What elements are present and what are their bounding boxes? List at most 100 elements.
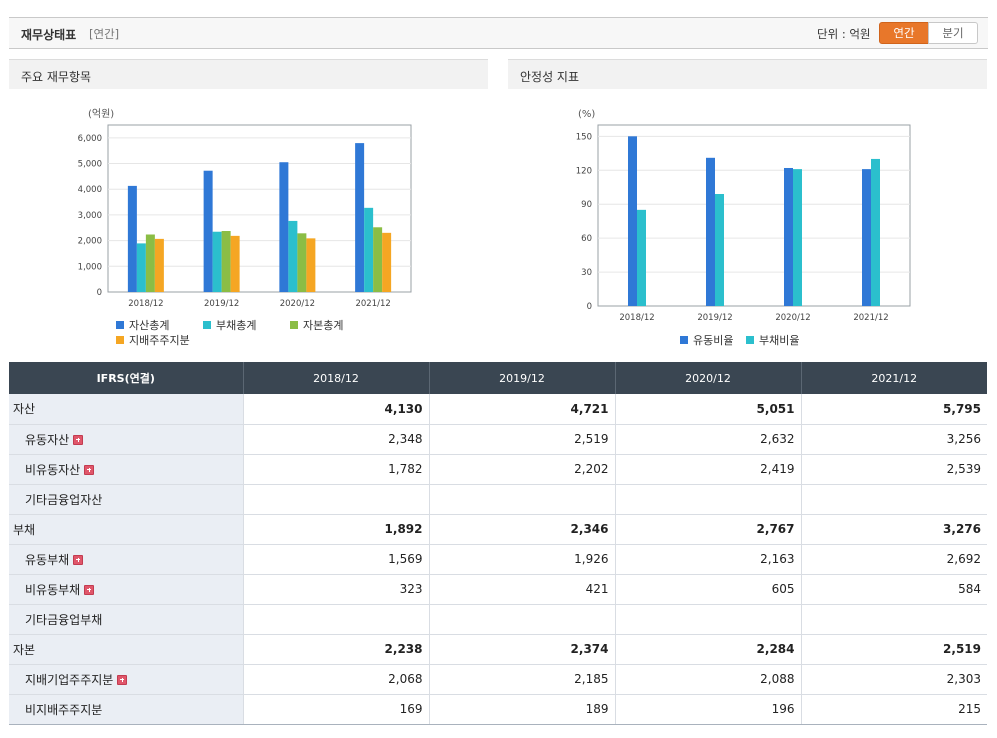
cell: 4,130 — [242, 394, 429, 425]
expand-plus-icon[interactable] — [84, 584, 95, 595]
row-label-text: 자본 — [13, 642, 36, 657]
x-tick-label: 2018/12 — [619, 313, 654, 323]
cell: 323 — [242, 574, 429, 605]
cell — [242, 484, 429, 515]
row-label: 기타금융업부채 — [9, 604, 243, 635]
period-toggle: 연간 분기 — [879, 22, 979, 44]
x-tick-label: 2018/12 — [128, 299, 163, 309]
stability-chart: (%) 0 30 60 90 120 150 2018/12 2019/12 2020/12 202… — [576, 109, 911, 347]
row-controlling-interest: 지배기업주주지분 2,068 2,185 2,088 2,303 — [9, 664, 987, 695]
cell: 2,692 — [800, 544, 987, 575]
header-2019: 2019/12 — [428, 362, 615, 394]
expand-plus-icon[interactable] — [73, 554, 84, 565]
cell: 584 — [800, 574, 987, 605]
panel-title: 주요 재무항목 — [21, 70, 92, 84]
cell — [800, 604, 987, 635]
bar — [784, 167, 793, 306]
bar — [288, 220, 298, 292]
stability-panel: 안정성 지표 (%) 0 30 60 90 120 150 2018/12 2019/12 202… — [508, 59, 987, 361]
x-tick-label: 2021/12 — [355, 299, 390, 309]
quarter-button[interactable]: 분기 — [928, 22, 978, 44]
bar — [373, 227, 383, 292]
bar — [862, 169, 871, 306]
legend-swatch — [116, 336, 124, 344]
y-tick-label: 90 — [581, 200, 592, 210]
cell: 2,419 — [614, 454, 801, 485]
row-label: 지배기업주주지분 — [9, 664, 243, 695]
cell: 2,346 — [428, 514, 615, 545]
x-tick-label: 2020/12 — [280, 299, 315, 309]
plot-area — [597, 124, 911, 307]
period-label: [연간] — [89, 27, 120, 41]
cell — [242, 604, 429, 635]
cell: 2,068 — [242, 664, 429, 695]
y-tick-label: 30 — [581, 268, 592, 278]
bar — [145, 234, 155, 292]
bar — [230, 235, 240, 292]
row-label-text: 기타금융업자산 — [25, 492, 103, 507]
bar — [871, 158, 880, 306]
legend-swatch — [746, 336, 754, 344]
row-noncurrent-liabilities: 비유동부채 323 421 605 584 — [9, 574, 987, 605]
cell: 196 — [614, 694, 801, 725]
expand-plus-icon[interactable] — [84, 464, 95, 475]
legend-label: 지배주주지분 — [129, 334, 190, 347]
cell: 5,051 — [614, 394, 801, 425]
bar — [297, 233, 307, 292]
expand-plus-icon[interactable] — [73, 434, 84, 445]
cell: 5,795 — [800, 394, 987, 425]
header-2018: 2018/12 — [242, 362, 429, 394]
expand-plus-icon[interactable] — [117, 674, 128, 685]
row-label-text: 기타금융업부채 — [25, 612, 103, 627]
row-equity: 자본 2,238 2,374 2,284 2,519 — [9, 634, 987, 665]
cell: 3,276 — [800, 514, 987, 545]
bar — [715, 194, 724, 306]
row-label: 비지배주주지분 — [9, 694, 243, 725]
legend-label: 자산총계 — [129, 319, 169, 332]
row-label-text: 비유동부채 — [25, 582, 81, 597]
cell: 2,539 — [800, 454, 987, 485]
x-tick-label: 2020/12 — [775, 313, 810, 323]
y-tick-label: 2,000 — [78, 237, 102, 247]
cell: 1,926 — [428, 544, 615, 575]
y-tick-label: 5,000 — [78, 160, 102, 170]
cell: 2,163 — [614, 544, 801, 575]
row-label-text: 부채 — [13, 522, 36, 537]
bar — [136, 243, 146, 292]
x-tick-label: 2019/12 — [697, 313, 732, 323]
cell: 1,782 — [242, 454, 429, 485]
cell: 2,284 — [614, 634, 801, 665]
cell: 2,238 — [242, 634, 429, 665]
y-tick-label: 120 — [576, 166, 592, 176]
bar — [364, 207, 374, 292]
row-noncontrolling-interest: 비지배주주지분 169 189 196 215 — [9, 694, 987, 725]
bar — [306, 238, 316, 292]
y-tick-label: 150 — [576, 132, 592, 142]
cell: 2,303 — [800, 664, 987, 695]
cell: 1,892 — [242, 514, 429, 545]
bar — [279, 162, 289, 292]
cell: 4,721 — [428, 394, 615, 425]
row-label-text: 자산 — [13, 402, 36, 417]
bar — [154, 238, 164, 292]
row-label: 부채 — [9, 514, 243, 545]
cell: 2,374 — [428, 634, 615, 665]
annual-button[interactable]: 연간 — [879, 22, 929, 44]
row-label: 기타금융업자산 — [9, 484, 243, 515]
row-label: 유동부채 — [9, 544, 243, 575]
cell: 215 — [800, 694, 987, 725]
legend-swatch — [290, 321, 298, 329]
bar — [127, 185, 137, 292]
row-current-liabilities: 유동부채 1,569 1,926 2,163 2,692 — [9, 544, 987, 575]
row-label: 비유동부채 — [9, 574, 243, 605]
bar — [221, 231, 231, 292]
y-tick-label: 6,000 — [78, 134, 102, 144]
table-header-row: IFRS(연결) 2018/12 2019/12 2020/12 2021/12 — [9, 362, 987, 394]
row-label: 비유동자산 — [9, 454, 243, 485]
y-tick-label: 3,000 — [78, 211, 102, 221]
row-other-financial-liabilities: 기타금융업부채 — [9, 604, 987, 635]
x-tick-label: 2021/12 — [853, 313, 888, 323]
row-label: 유동자산 — [9, 424, 243, 455]
y-tick-label: 1,000 — [78, 262, 102, 272]
bar — [793, 169, 802, 306]
